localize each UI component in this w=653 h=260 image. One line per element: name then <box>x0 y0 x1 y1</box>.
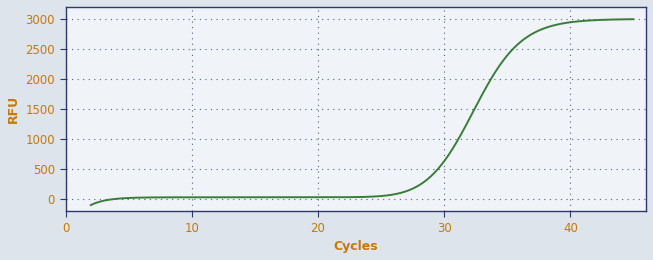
X-axis label: Cycles: Cycles <box>334 240 378 253</box>
Y-axis label: RFU: RFU <box>7 95 20 123</box>
